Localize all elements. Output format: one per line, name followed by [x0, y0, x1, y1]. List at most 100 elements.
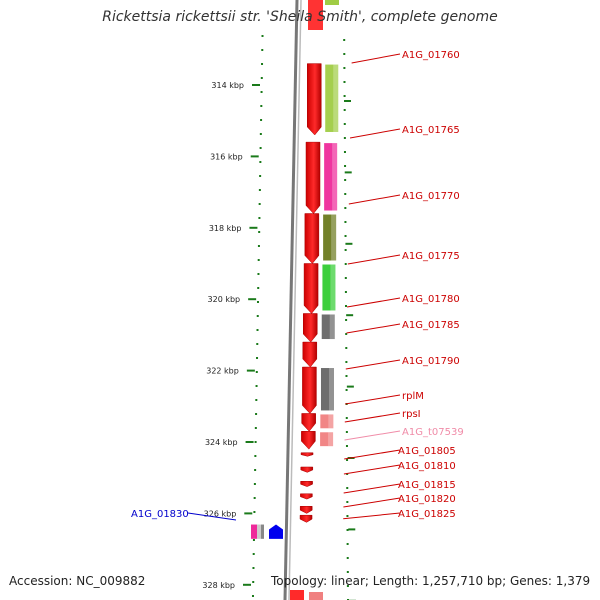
track-dot: [346, 543, 349, 545]
ruler-tick-label: 324 kbp: [205, 438, 238, 447]
track-dot: [346, 515, 349, 517]
ruler-dot: [252, 581, 255, 583]
gene-label[interactable]: A1G_01770: [402, 191, 460, 202]
label-leader-line: [343, 483, 401, 494]
label-leader-line: [351, 53, 401, 64]
gene-label[interactable]: A1G_01760: [402, 50, 460, 61]
gene-label[interactable]: A1G_t07539: [402, 427, 464, 438]
gene-arrow[interactable]: [300, 452, 314, 457]
track-dot: [346, 585, 349, 587]
gene-features: [251, 0, 339, 600]
ruler-dot: [258, 189, 261, 191]
accession-text: Accession: NC_009882: [9, 574, 146, 588]
ruler-dot: [261, 35, 264, 37]
gene-function-bar-shade: [330, 264, 336, 311]
track-dot: [344, 207, 347, 209]
gene-arrow[interactable]: [302, 366, 317, 414]
ruler-dot: [256, 301, 259, 303]
gene-arrow[interactable]: [300, 493, 313, 500]
gene-label[interactable]: A1G_01775: [402, 251, 460, 262]
track-dot: [343, 67, 346, 69]
label-leader-line: [346, 323, 401, 334]
track-dot: [346, 459, 349, 461]
ruler-dot: [255, 371, 258, 373]
ruler-tick-label: 314 kbp: [211, 81, 244, 90]
gene-arrow[interactable]: [299, 506, 313, 514]
track-dot: [343, 95, 346, 97]
gene-label[interactable]: A1G_01825: [398, 509, 456, 520]
gene-label[interactable]: A1G_01810: [398, 461, 456, 472]
scale-ruler: 314 kbp 316 kbp 318 kbp 320 kbp 322 kbp 324 k…: [202, 35, 356, 600]
gene-arrow[interactable]: [305, 141, 321, 214]
gene-function-bar: [322, 264, 336, 311]
track-dot: [343, 53, 346, 55]
track-dot: [343, 109, 346, 111]
gene-function-bar-shade: [328, 414, 334, 429]
gene-function-bar: [320, 368, 334, 411]
gene-arrow[interactable]: [299, 514, 313, 523]
ruler-dot: [254, 455, 257, 457]
track-dot: [344, 235, 347, 237]
track-dot: [345, 389, 348, 391]
gene-label[interactable]: A1G_01765: [402, 125, 460, 136]
gene-label[interactable]: A1G_01830: [131, 509, 189, 520]
gene-fragment-bottom-color: [309, 592, 323, 600]
track-dot: [344, 165, 347, 167]
gene-label[interactable]: A1G_01790: [402, 356, 460, 367]
ruler-dot: [260, 91, 263, 93]
reverse-gene-bar: [261, 524, 264, 539]
label-leader-line: [345, 359, 401, 370]
gene-function-bar-shade: [333, 64, 339, 132]
label-leader-line: [349, 128, 401, 139]
gene-function-bar-shade: [331, 214, 337, 261]
ruler-dot: [261, 63, 264, 65]
gene-arrow[interactable]: [301, 431, 316, 450]
ruler-dot: [257, 273, 260, 275]
track-dot: [344, 249, 347, 251]
gene-arrow[interactable]: [301, 413, 316, 432]
ruler-dot: [255, 385, 258, 387]
gene-arrow[interactable]: [300, 481, 313, 487]
gene-fragment-top-color: [325, 0, 339, 5]
ruler-dot: [256, 343, 259, 345]
label-leader-line: [346, 297, 401, 308]
track-dot: [343, 137, 346, 139]
track-dot: [344, 193, 347, 195]
label-leader-line: [343, 512, 401, 520]
gene-label[interactable]: A1G_01820: [398, 494, 456, 505]
reverse-gene-arrow[interactable]: [269, 524, 283, 539]
track-dot: [344, 221, 347, 223]
gene-function-bar-shade: [328, 368, 334, 411]
ruler-tick-label: 318 kbp: [209, 224, 242, 233]
gene-arrow[interactable]: [307, 63, 322, 136]
gene-label[interactable]: rpsI: [402, 409, 421, 420]
ruler-tick-label: 326 kbp: [204, 509, 237, 518]
ruler-tick-label: 328 kbp: [202, 581, 235, 590]
gene-fragment-bottom: [290, 590, 304, 600]
ruler-tick-label: 322 kbp: [206, 367, 239, 376]
ruler-dot: [258, 217, 261, 219]
track-dot: [346, 557, 349, 559]
ruler-dot: [255, 413, 258, 415]
gene-arrow[interactable]: [304, 213, 320, 264]
gene-arrow[interactable]: [300, 466, 314, 473]
track-dot: [346, 473, 349, 475]
gene-label[interactable]: A1G_01785: [402, 320, 460, 331]
track-dot: [345, 445, 348, 447]
gene-label[interactable]: A1G_01805: [398, 446, 456, 457]
gene-label[interactable]: rplM: [402, 391, 424, 402]
track-dot: [345, 431, 348, 433]
gene-arrow[interactable]: [303, 313, 318, 343]
gene-arrow[interactable]: [302, 341, 318, 368]
ruler-dot: [252, 567, 255, 569]
label-leader-line: [344, 412, 401, 423]
gene-function-bar: [323, 214, 337, 261]
ruler-dot: [260, 77, 263, 79]
gene-label[interactable]: A1G_01780: [402, 294, 460, 305]
gene-arrow[interactable]: [303, 263, 319, 314]
ruler-dot: [252, 553, 255, 555]
gene-function-bar-shade: [328, 432, 334, 447]
ruler-dot: [254, 469, 257, 471]
genome-summary-text: Topology: linear; Length: 1,257,710 bp; …: [271, 574, 591, 588]
gene-label[interactable]: A1G_01815: [398, 480, 456, 491]
